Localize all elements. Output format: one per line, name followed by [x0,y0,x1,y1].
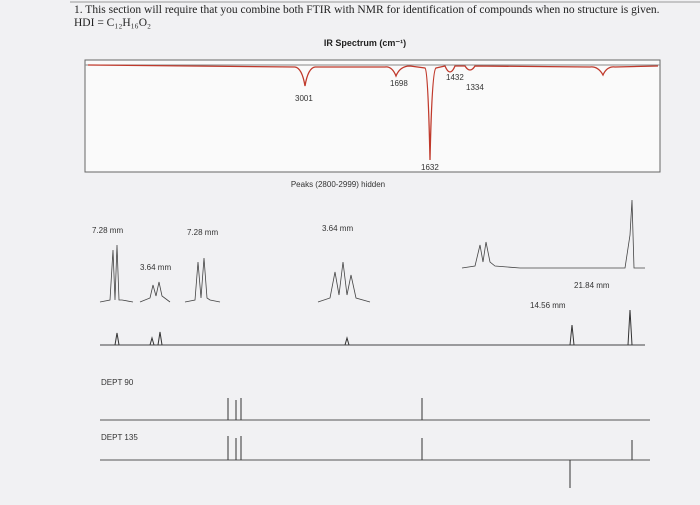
integral-label: 7.28 mm [187,228,218,237]
zoom-peak [317,261,371,303]
question: 1. This section will require that you co… [74,4,660,29]
ir-peak: 1698 [390,79,408,88]
ir-peak: 1432 [446,73,464,82]
dept90-peaks [227,398,423,420]
dept-label: DEPT 90 [101,378,134,387]
nmr-zooms [99,199,645,303]
zoom-peak [99,244,134,303]
ir-peak: 3001 [295,94,313,103]
question-box: 1. This section will require that you co… [74,4,660,29]
zoom-peak [184,257,221,303]
integral-label: 7.28 mm [92,226,123,235]
ir-note: Peaks (2800-2999) hidden [291,180,385,189]
integral-label: 3.64 mm [322,224,353,233]
integral-label: 21.84 mm [574,281,610,290]
ir-peak: 1334 [466,83,484,92]
integral-label: 14.56 mm [530,301,566,310]
ir-title: IR Spectrum (cm⁻¹) [324,38,406,48]
ir-frame [84,59,661,173]
ir-spectrum [87,64,659,161]
integral-label: 3.64 mm [140,263,171,272]
zoom-peak [520,199,645,269]
nmr-peaks [114,309,633,346]
ir-peak: 1632 [421,163,439,172]
zoom-peak [139,281,171,303]
zoom-peak [461,241,521,269]
dept-label: DEPT 135 [101,433,138,442]
dept135-peaks [227,436,633,488]
